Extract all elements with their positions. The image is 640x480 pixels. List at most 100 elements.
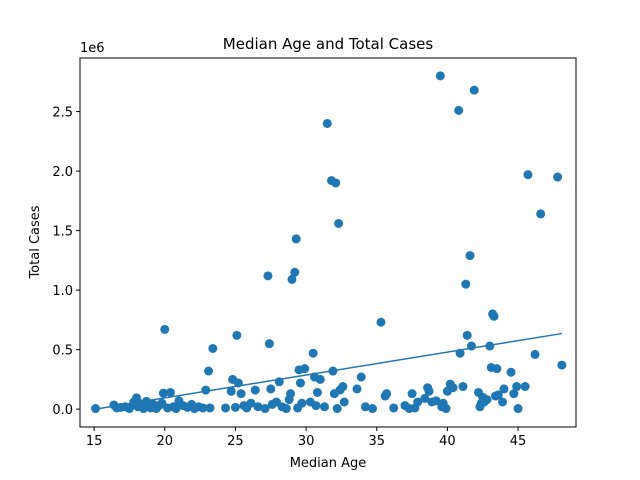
data-point-96 — [420, 393, 430, 403]
data-point-100 — [431, 396, 441, 406]
data-point-132 — [509, 389, 519, 399]
data-point-59 — [290, 267, 300, 277]
data-point-108 — [454, 105, 464, 115]
trend-line — [95, 332, 562, 410]
x-axis: 15 20 25 30 35 40 45 — [86, 427, 526, 449]
data-point-78 — [332, 404, 342, 414]
data-point-112 — [462, 330, 472, 340]
x-tick-label-3: 30 — [298, 434, 315, 449]
data-point-85 — [360, 402, 370, 412]
y-axis-multiplier: 1e6 — [80, 41, 105, 56]
data-point-83 — [352, 384, 362, 394]
data-point-122 — [485, 341, 495, 351]
data-point-89 — [382, 389, 392, 399]
data-point-129 — [498, 397, 508, 407]
data-point-72 — [319, 402, 329, 412]
data-point-90 — [389, 403, 399, 413]
data-point-73 — [322, 118, 332, 128]
data-point-49 — [264, 339, 274, 349]
data-point-58 — [287, 274, 297, 284]
data-point-98 — [424, 386, 434, 396]
data-point-19 — [160, 324, 170, 334]
data-point-133 — [512, 382, 522, 392]
x-tick-label-2: 25 — [227, 434, 244, 449]
data-point-71 — [315, 374, 325, 384]
y-tick-label-0: 0.0 — [52, 403, 73, 418]
data-point-38 — [230, 402, 240, 412]
data-point-5 — [124, 404, 134, 414]
data-point-140 — [557, 360, 567, 370]
data-point-111 — [461, 279, 471, 289]
data-point-65 — [300, 364, 310, 374]
data-point-113 — [465, 251, 475, 261]
data-point-84 — [356, 372, 366, 382]
x-tick-label-0: 15 — [86, 434, 103, 449]
data-point-101 — [435, 71, 445, 81]
data-point-60 — [291, 234, 301, 244]
x-tick-label-4: 35 — [368, 434, 385, 449]
data-point-32 — [204, 366, 214, 376]
data-point-82 — [339, 397, 349, 407]
data-point-64 — [297, 398, 307, 408]
y-axis-title: Total Cases — [28, 205, 43, 279]
data-point-33 — [205, 403, 215, 413]
data-point-39 — [232, 330, 242, 340]
data-point-36 — [226, 386, 236, 396]
y-tick-label-4: 2.0 — [52, 165, 73, 180]
data-point-104 — [441, 404, 451, 414]
data-point-50 — [266, 384, 276, 394]
data-point-45 — [250, 385, 260, 395]
x-axis-title: Median Age — [290, 456, 367, 471]
plot-frame — [79, 57, 577, 428]
x-tick-label-6: 45 — [510, 434, 527, 449]
chart-title: Median Age and Total Cases — [223, 35, 434, 53]
data-point-69 — [311, 401, 321, 411]
data-point-135 — [520, 382, 530, 392]
x-tick-label-1: 20 — [157, 434, 174, 449]
data-point-125 — [489, 311, 499, 321]
data-point-139 — [553, 172, 563, 182]
data-point-128 — [493, 390, 503, 400]
data-point-47 — [260, 404, 270, 414]
data-point-93 — [407, 389, 417, 399]
data-point-95 — [413, 397, 423, 407]
data-point-30 — [198, 403, 208, 413]
data-point-55 — [281, 404, 291, 414]
data-point-107 — [448, 383, 458, 393]
data-point-77 — [331, 178, 341, 188]
data-point-67 — [308, 348, 318, 358]
data-point-41 — [236, 389, 246, 399]
data-point-23 — [171, 404, 181, 414]
plot-area — [91, 71, 567, 414]
data-point-63 — [295, 378, 305, 388]
data-point-127 — [492, 364, 502, 374]
data-point-35 — [221, 403, 231, 413]
y-tick-label-5: 2.5 — [52, 106, 73, 121]
data-point-44 — [246, 398, 256, 408]
data-point-131 — [506, 367, 516, 377]
data-point-81 — [338, 382, 348, 392]
data-point-137 — [530, 349, 540, 359]
data-point-18 — [158, 388, 168, 398]
y-tick-label-2: 1.0 — [52, 284, 73, 299]
data-point-21 — [165, 387, 175, 397]
y-tick-label-1: 0.5 — [52, 344, 73, 359]
data-point-70 — [312, 387, 322, 397]
data-point-115 — [469, 85, 479, 95]
data-point-86 — [368, 404, 378, 414]
y-axis: 0.0 0.5 1.0 1.5 2.0 2.5 — [52, 106, 80, 418]
data-point-130 — [499, 384, 509, 394]
data-point-138 — [536, 209, 546, 219]
data-point-34 — [208, 343, 218, 353]
data-point-121 — [482, 395, 492, 405]
x-tick-label-5: 40 — [439, 434, 456, 449]
y-tick-label-3: 1.5 — [52, 225, 73, 240]
data-point-57 — [286, 389, 296, 399]
data-point-79 — [334, 218, 344, 228]
data-point-46 — [253, 402, 263, 412]
data-point-110 — [458, 382, 468, 392]
data-point-134 — [513, 404, 523, 414]
data-point-87 — [376, 317, 386, 327]
